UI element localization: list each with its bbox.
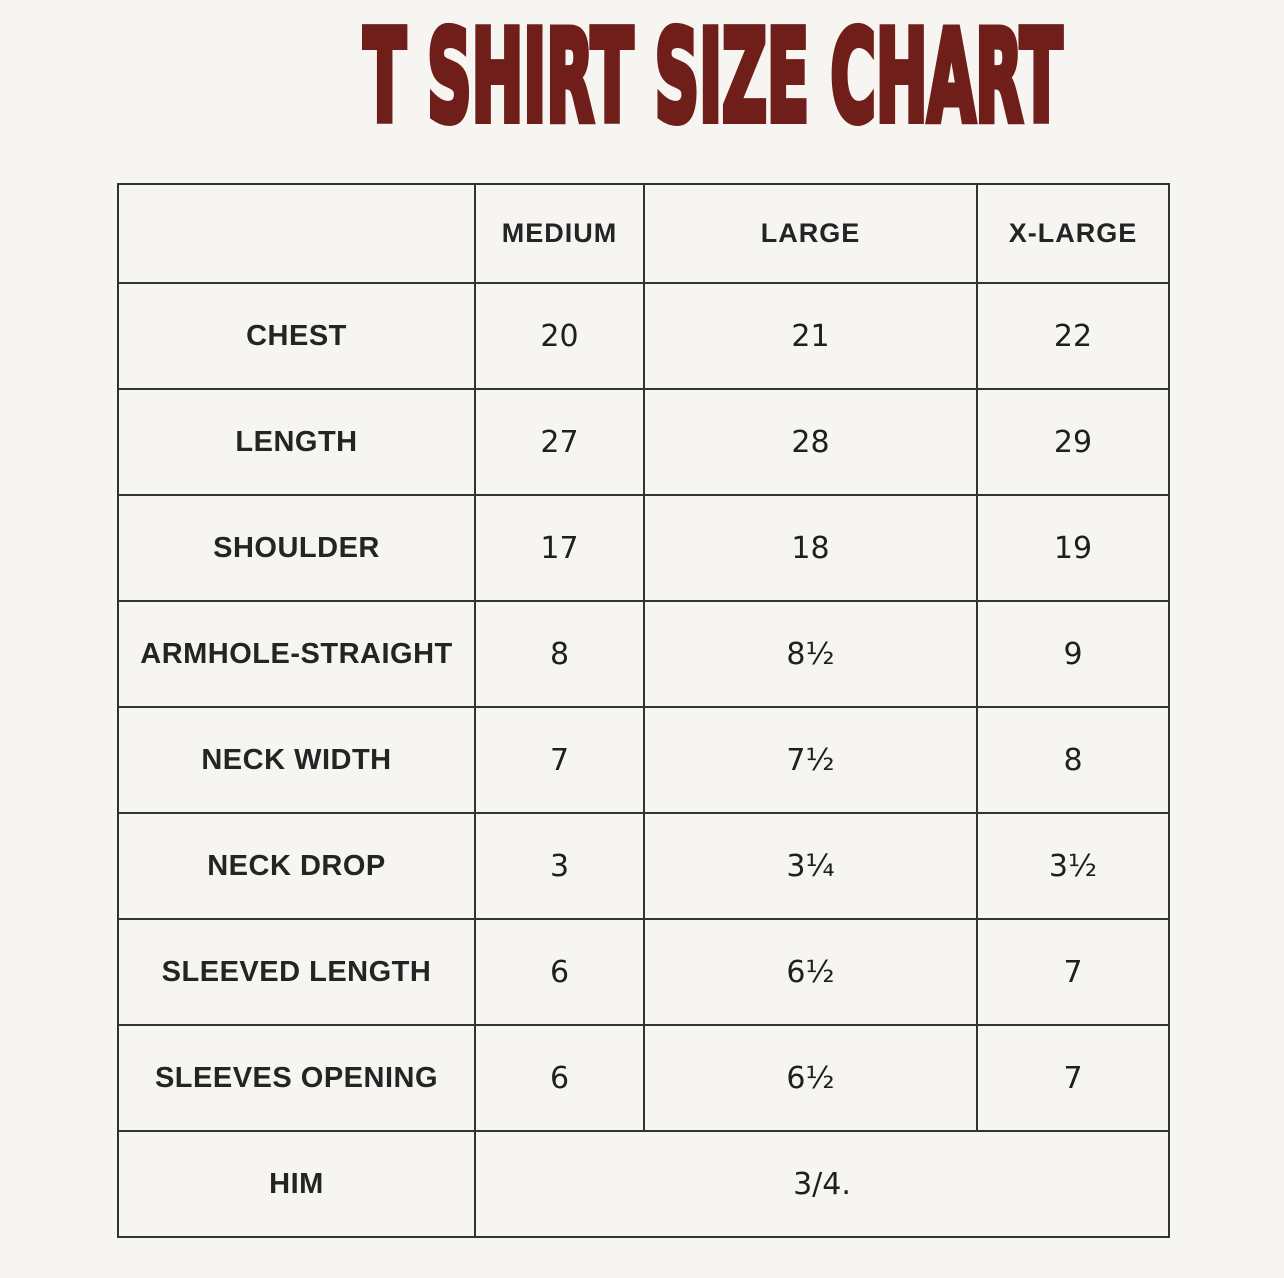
page-title: T SHIRT SIZE CHART <box>362 3 1065 150</box>
row-label: SLEEVED LENGTH <box>117 918 476 1026</box>
corner-empty-cell <box>117 183 476 284</box>
cell-medium: 20 <box>474 282 645 390</box>
table-row-sleeves-opening: SLEEVES OPENING 6 6½ 7 <box>117 1024 1170 1132</box>
cell-large: 8½ <box>643 600 978 708</box>
row-label: NECK DROP <box>117 812 476 920</box>
row-label: ARMHOLE-STRAIGHT <box>117 600 476 708</box>
cell-merged-value: 3/4. <box>474 1130 1170 1238</box>
cell-xlarge: 7 <box>976 1024 1170 1132</box>
table-row-neck-drop: NECK DROP 3 3¼ 3½ <box>117 812 1170 920</box>
table-row-sleeved-length: SLEEVED LENGTH 6 6½ 7 <box>117 918 1170 1026</box>
table-row-length: LENGTH 27 28 29 <box>117 388 1170 496</box>
cell-large: 3¼ <box>643 812 978 920</box>
cell-xlarge: 7 <box>976 918 1170 1026</box>
cell-large: 18 <box>643 494 978 602</box>
row-label: CHEST <box>117 282 476 390</box>
row-label: SLEEVES OPENING <box>117 1024 476 1132</box>
cell-xlarge: 22 <box>976 282 1170 390</box>
row-label: SHOULDER <box>117 494 476 602</box>
column-header-large: LARGE <box>643 183 978 284</box>
header-row: MEDIUM LARGE X-LARGE <box>117 183 1170 284</box>
table-row-armhole-straight: ARMHOLE-STRAIGHT 8 8½ 9 <box>117 600 1170 708</box>
column-header-xlarge: X-LARGE <box>976 183 1170 284</box>
cell-medium: 27 <box>474 388 645 496</box>
table-row-neck-width: NECK WIDTH 7 7½ 8 <box>117 706 1170 814</box>
column-header-medium: MEDIUM <box>474 183 645 284</box>
cell-large: 6½ <box>643 918 978 1026</box>
size-chart-table: MEDIUM LARGE X-LARGE CHEST 20 21 22 LENG… <box>117 183 1170 1238</box>
cell-large: 21 <box>643 282 978 390</box>
page-title-container: T SHIRT SIZE CHART <box>0 3 1284 150</box>
table-row-chest: CHEST 20 21 22 <box>117 282 1170 390</box>
row-label: LENGTH <box>117 388 476 496</box>
cell-xlarge: 19 <box>976 494 1170 602</box>
cell-xlarge: 3½ <box>976 812 1170 920</box>
cell-xlarge: 8 <box>976 706 1170 814</box>
table-row-him: HIM 3/4. <box>117 1130 1170 1238</box>
cell-medium: 17 <box>474 494 645 602</box>
row-label: HIM <box>117 1130 476 1238</box>
cell-large: 6½ <box>643 1024 978 1132</box>
cell-large: 7½ <box>643 706 978 814</box>
cell-xlarge: 9 <box>976 600 1170 708</box>
cell-medium: 8 <box>474 600 645 708</box>
cell-medium: 7 <box>474 706 645 814</box>
cell-medium: 3 <box>474 812 645 920</box>
row-label: NECK WIDTH <box>117 706 476 814</box>
table-row-shoulder: SHOULDER 17 18 19 <box>117 494 1170 602</box>
cell-medium: 6 <box>474 1024 645 1132</box>
cell-large: 28 <box>643 388 978 496</box>
cell-xlarge: 29 <box>976 388 1170 496</box>
cell-medium: 6 <box>474 918 645 1026</box>
